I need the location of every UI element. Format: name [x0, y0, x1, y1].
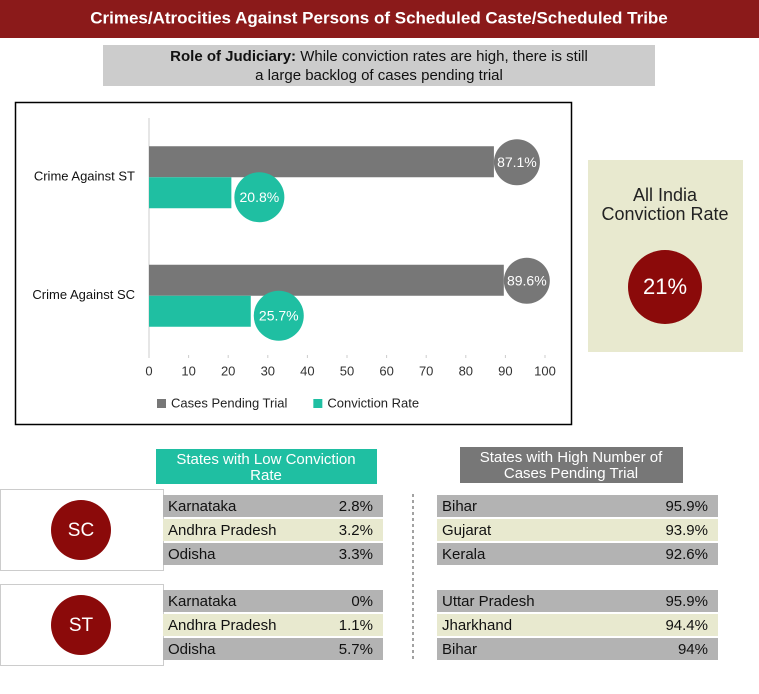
row-state: Jharkhand: [442, 617, 512, 634]
row-value: 5.7%: [339, 641, 373, 658]
bar: [149, 146, 494, 178]
row-value: 1.1%: [339, 617, 373, 634]
value-label: 87.1%: [497, 154, 537, 170]
high-title: States with High Number of: [480, 449, 663, 466]
x-tick-label: 70: [419, 363, 433, 378]
row-value: 94%: [678, 641, 708, 658]
x-tick-label: 40: [300, 363, 314, 378]
row-state: Uttar Pradesh: [442, 593, 535, 610]
row-state: Gujarat: [442, 522, 492, 539]
group-badge: [51, 595, 111, 655]
row-state: Bihar: [442, 641, 477, 658]
header-bar: [0, 0, 759, 38]
table-row: [437, 495, 718, 517]
row-value: 93.9%: [665, 522, 708, 539]
value-label: 25.7%: [259, 307, 299, 323]
x-tick-label: 80: [459, 363, 473, 378]
row-state: Karnataka: [168, 498, 237, 515]
row-state: Andhra Pradesh: [168, 617, 276, 634]
row-value: 95.9%: [665, 498, 708, 515]
row-state: Karnataka: [168, 593, 237, 610]
x-tick-label: 100: [534, 363, 556, 378]
row-value: 2.8%: [339, 498, 373, 515]
all-india-badge: [628, 250, 702, 324]
high-title-box: [460, 447, 683, 483]
row-state: Odisha: [168, 546, 216, 563]
row-value: 3.2%: [339, 522, 373, 539]
legend-label: Conviction Rate: [327, 395, 419, 410]
all-india-label: All India: [633, 185, 698, 205]
value-label: 89.6%: [507, 272, 547, 288]
row-value: 0%: [351, 593, 373, 610]
table-row: [163, 590, 383, 612]
x-tick-label: 50: [340, 363, 354, 378]
table-row: [163, 495, 383, 517]
table-row: [437, 638, 718, 660]
x-tick-label: 90: [498, 363, 512, 378]
table-row: [437, 519, 718, 541]
subtitle-text: While conviction rates are high, there i…: [300, 48, 588, 65]
row-state: Bihar: [442, 498, 477, 515]
table-row: [163, 519, 383, 541]
row-state: Kerala: [442, 546, 486, 563]
table-row: [437, 543, 718, 565]
label-badge: [493, 139, 540, 186]
legend-swatch: [313, 399, 323, 408]
row-value: 3.3%: [339, 546, 373, 563]
value-label: 20.8%: [240, 189, 280, 205]
bar: [149, 264, 504, 296]
label-badge: [503, 257, 550, 304]
bar: [149, 177, 232, 209]
high-title: Cases Pending Trial: [504, 465, 638, 482]
all-india-label: Conviction Rate: [601, 204, 728, 224]
subtitle-lead: Role of Judiciary:: [170, 48, 296, 65]
x-tick-label: 30: [261, 363, 275, 378]
low-title: Rate: [250, 467, 282, 484]
label-badge: [253, 290, 304, 341]
group-label: SC: [68, 520, 94, 541]
subtitle-text: a large backlog of cases pending trial: [255, 67, 503, 84]
row-value: 95.9%: [665, 593, 708, 610]
row-value: 92.6%: [665, 546, 708, 563]
x-tick-label: 10: [181, 363, 195, 378]
subtitle-box: [103, 45, 655, 86]
header-title: Crimes/Atrocities Against Persons of Sch…: [90, 8, 668, 27]
table-row: [437, 590, 718, 612]
table-row: [163, 614, 383, 636]
legend-label: Cases Pending Trial: [171, 395, 287, 410]
subtitle-line: Role of Judiciary: While conviction rate…: [170, 48, 588, 65]
group-badge: [51, 500, 111, 560]
x-tick-label: 20: [221, 363, 235, 378]
table-row: [163, 638, 383, 660]
table-row: [163, 543, 383, 565]
x-tick-label: 60: [379, 363, 393, 378]
y-tick-label: Crime Against SC: [32, 287, 135, 302]
row-value: 94.4%: [665, 617, 708, 634]
all-india-value: 21%: [643, 274, 687, 299]
row-state: Odisha: [168, 641, 216, 658]
low-title: States with Low Conviction: [176, 451, 355, 468]
x-tick-label: 0: [145, 363, 152, 378]
label-badge: [234, 172, 285, 223]
group-label: ST: [69, 615, 94, 636]
y-tick-label: Crime Against ST: [34, 169, 135, 184]
row-state: Andhra Pradesh: [168, 522, 276, 539]
legend-swatch: [157, 399, 166, 408]
low-title-box: [156, 449, 377, 484]
bar: [149, 295, 251, 327]
table-row: [437, 614, 718, 636]
